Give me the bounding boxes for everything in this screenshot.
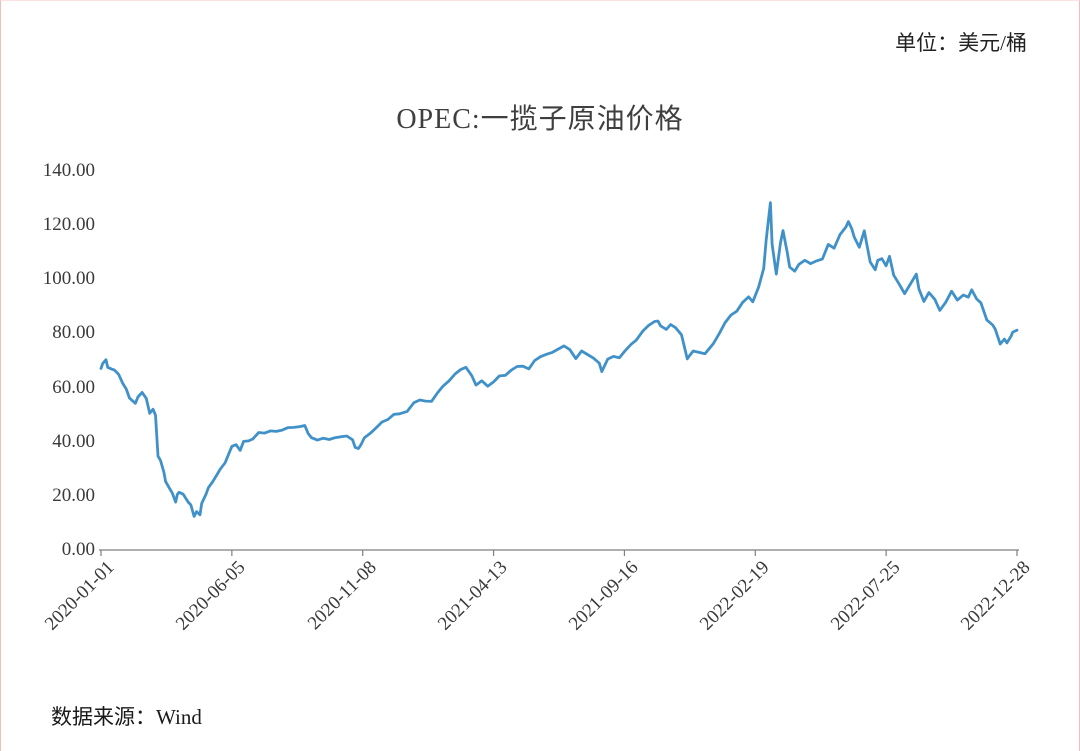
y-tick-label: 140.00 <box>42 160 95 181</box>
price-line-group <box>99 201 1019 518</box>
y-tick-label: 20.00 <box>52 484 95 506</box>
price-line <box>99 201 1019 518</box>
x-axis <box>99 549 1019 556</box>
chart-title: OPEC:一揽子原油价格 <box>396 104 684 135</box>
y-tick-label: 100.00 <box>42 268 95 290</box>
source-label: 数据来源：Wind <box>51 705 202 729</box>
unit-label: 单位：美元/桶 <box>895 31 1027 55</box>
y-tick-label: 40.00 <box>52 430 95 452</box>
y-tick-label: 80.00 <box>52 322 95 344</box>
y-tick-label: 0.00 <box>61 539 95 560</box>
y-tick-label: 60.00 <box>52 376 95 398</box>
y-tick-label: 120.00 <box>42 214 95 236</box>
